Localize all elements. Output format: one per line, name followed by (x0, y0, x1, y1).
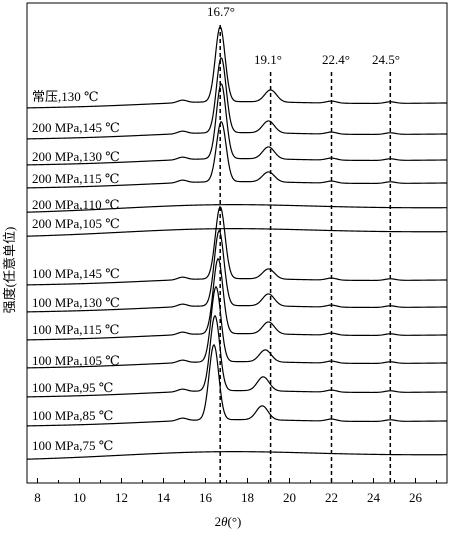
series-line (26, 314, 448, 398)
series-label: 100 MPa,85 ℃ (32, 408, 113, 423)
series-line (26, 229, 448, 313)
series-label: 200 MPa,110 ℃ (32, 197, 119, 212)
series-label: 100 MPa,75 ℃ (32, 438, 113, 453)
x-tick-label: 18 (241, 490, 254, 505)
series-label: 200 MPa,145 ℃ (32, 120, 120, 135)
y-axis-label: 强度(任意单位) (2, 227, 17, 314)
series-label: 200 MPa,130 ℃ (32, 149, 120, 164)
x-tick-label: 10 (73, 490, 86, 505)
x-tick-label: 8 (34, 490, 41, 505)
series-line (26, 56, 448, 140)
series-line (26, 82, 448, 166)
peak-label: 16.7° (207, 4, 235, 19)
series-line (26, 257, 448, 341)
series-line (26, 25, 448, 109)
x-tick-label: 16 (199, 490, 213, 505)
series-label: 100 MPa,145 ℃ (32, 266, 120, 281)
x-tick-label: 20 (283, 490, 296, 505)
x-axis-label: 2θ(°) (215, 514, 242, 529)
x-tick-label: 24 (367, 490, 381, 505)
series-line (26, 120, 448, 189)
x-tick-label: 22 (325, 490, 338, 505)
peak-label: 22.4° (322, 52, 350, 67)
series-line (26, 228, 447, 237)
series-line (26, 205, 448, 286)
peak-label: 24.5° (372, 52, 400, 67)
series-line (26, 343, 448, 427)
series-label: 200 MPa,115 ℃ (32, 171, 119, 186)
series-label: 200 MPa,105 ℃ (32, 216, 120, 231)
plot-frame (26, 2, 448, 484)
series-label: 100 MPa,95 ℃ (32, 380, 113, 395)
series-label: 100 MPa,105 ℃ (32, 353, 120, 368)
series-label: 100 MPa,115 ℃ (32, 322, 119, 337)
x-tick-label: 26 (409, 490, 423, 505)
peak-label: 19.1° (254, 52, 282, 67)
x-axis-label-prefix: 2 (215, 514, 222, 529)
series-label: 100 MPa,130 ℃ (32, 295, 120, 310)
series-label: 常压,130 ℃ (32, 89, 99, 104)
x-axis-label-var: θ (221, 514, 228, 529)
series-line (26, 451, 447, 460)
x-tick-label: 14 (157, 490, 171, 505)
x-axis-label-suffix: (°) (228, 514, 242, 529)
x-tick-label: 12 (115, 490, 128, 505)
series-line (26, 285, 448, 369)
series-line (26, 204, 447, 213)
